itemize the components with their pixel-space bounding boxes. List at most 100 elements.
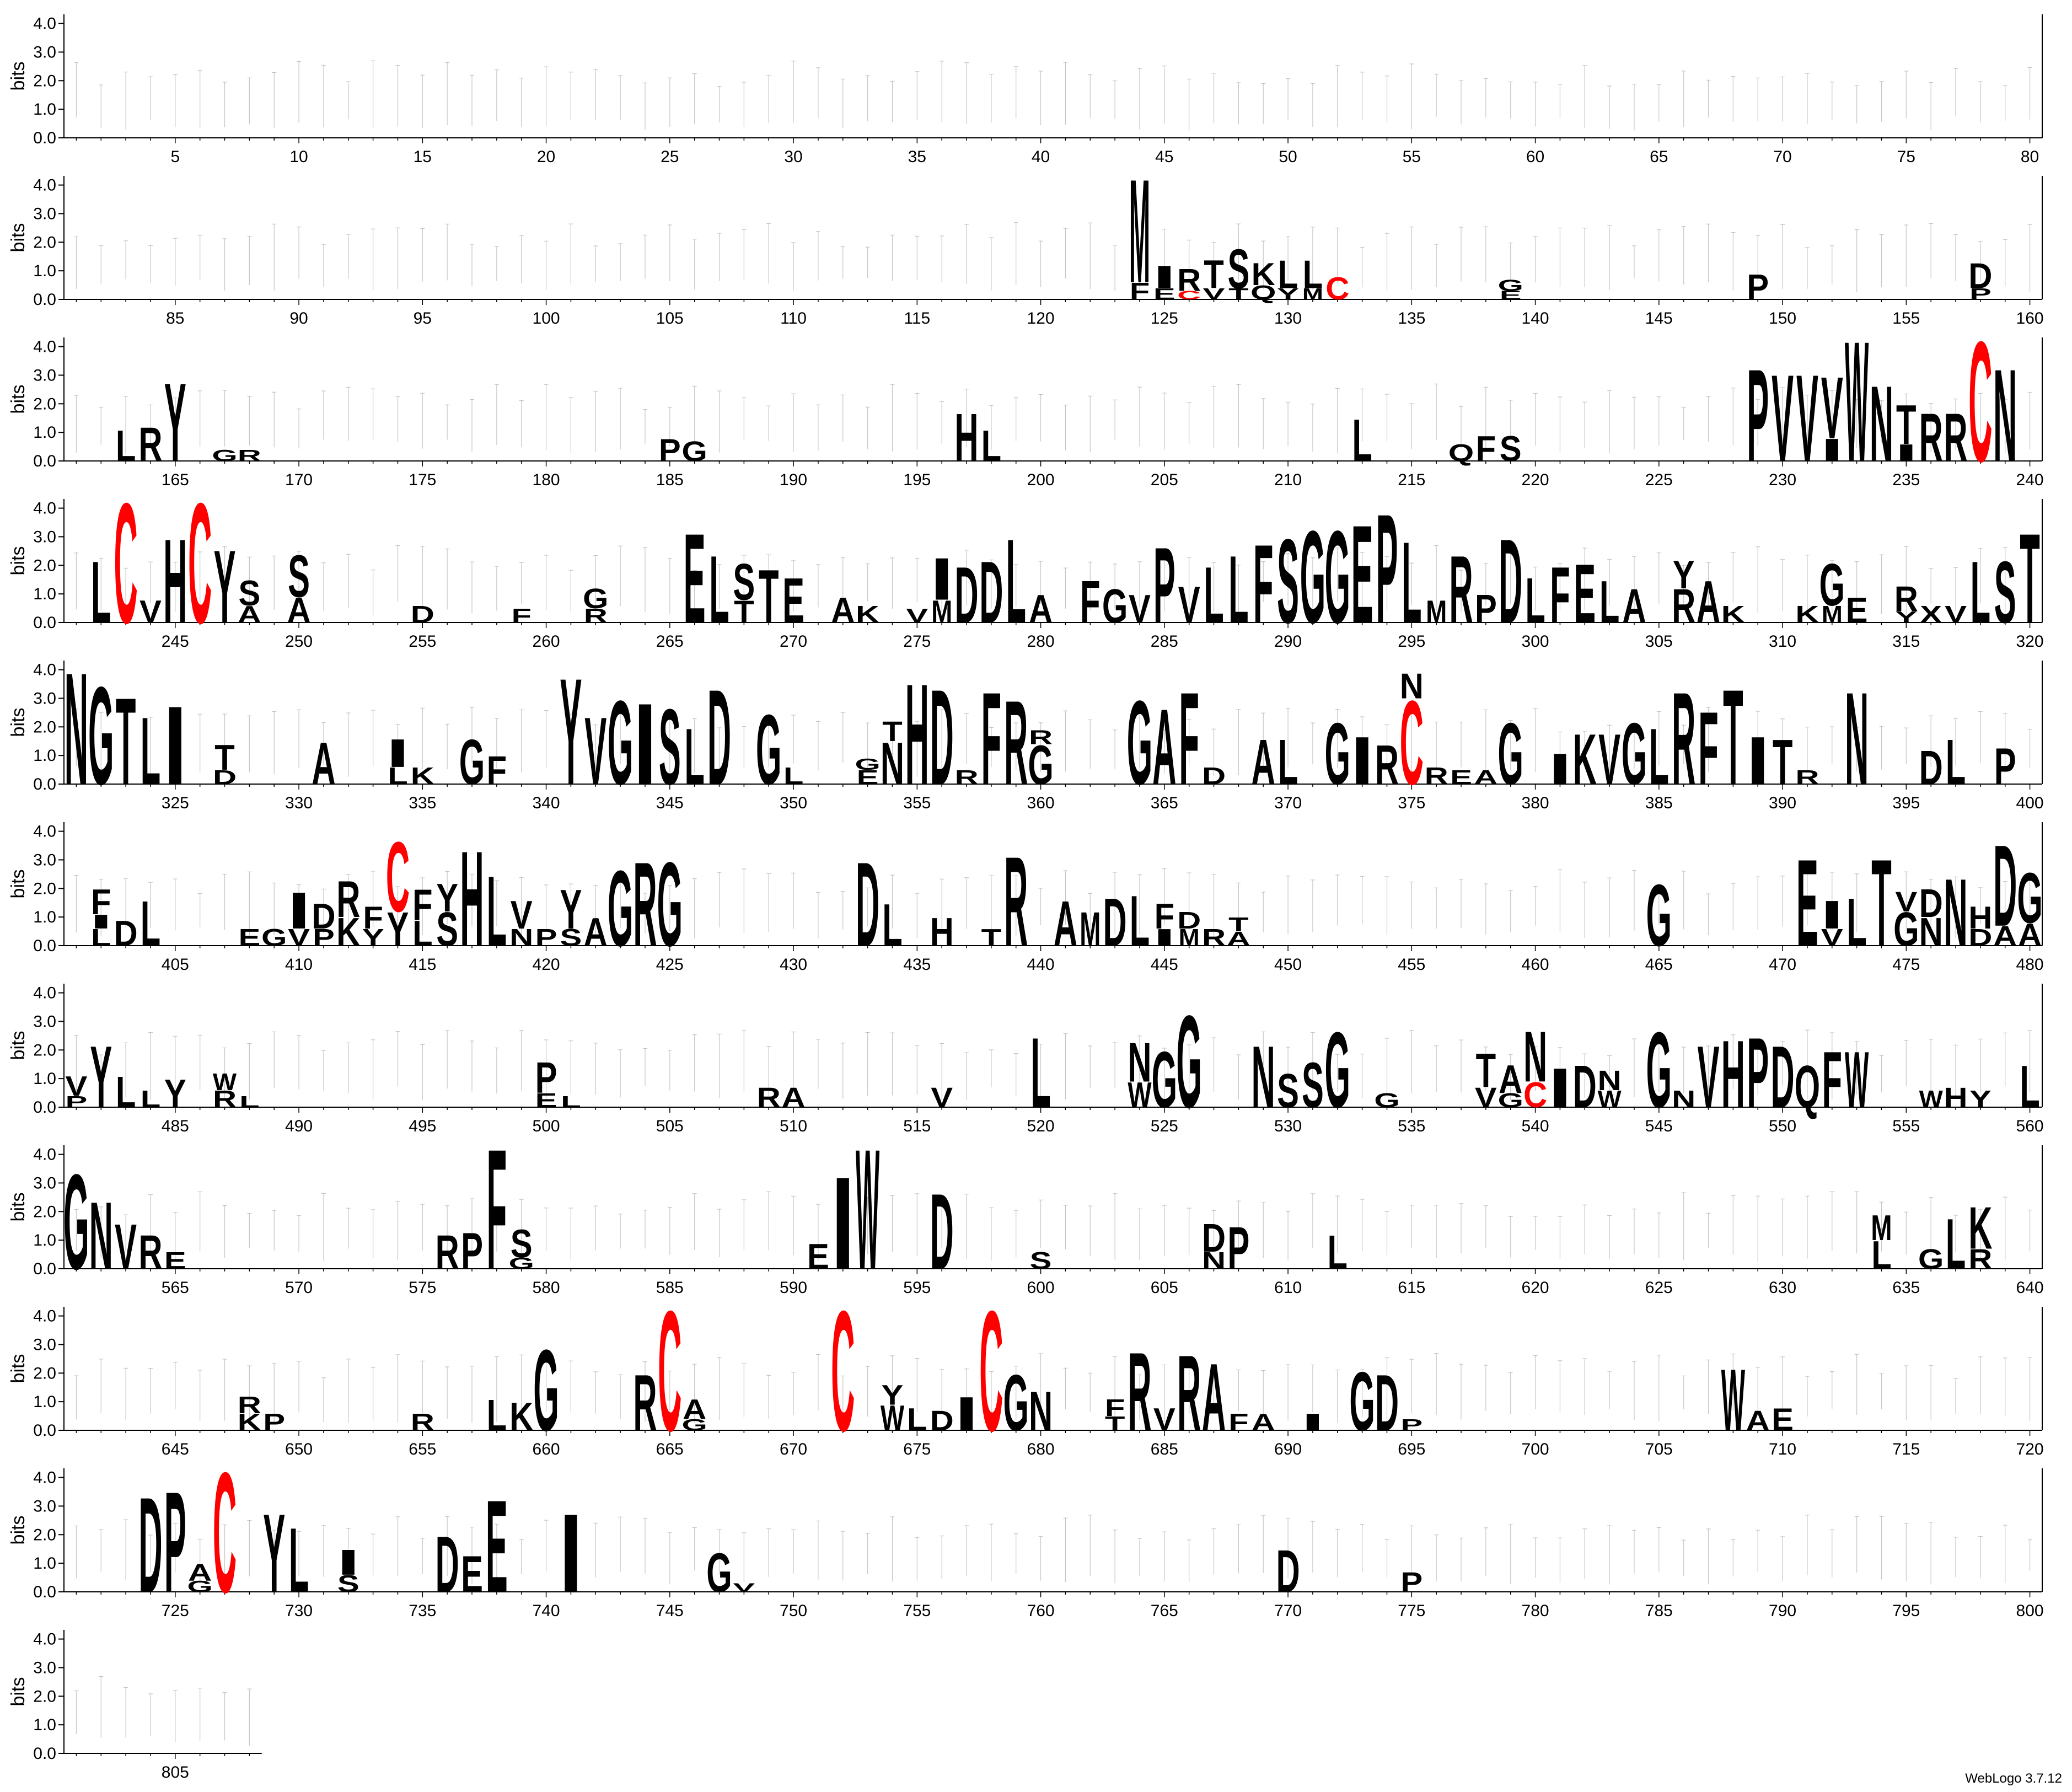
logo-letter-s: S [436,902,458,956]
x-tick-label: 375 [1398,794,1425,812]
logo-letter-l: L [561,1092,581,1110]
logo-letter-d: D [1993,820,2017,950]
logo-letter-y: Y [362,925,384,951]
x-tick-label: 545 [1645,1117,1673,1135]
logo-letter-d: D [1202,763,1226,790]
logo-letter-c: C [1325,271,1349,307]
y-tick-label: 4.0 [33,15,56,33]
logo-letter-q: Q [1250,282,1276,304]
y-tick-label: 2.0 [33,718,56,736]
logo-letter-n: N [65,641,88,819]
logo-letter-g: G [1819,551,1845,618]
logo-letter-l: L [1946,727,1966,798]
logo-letter-r: R [584,605,608,627]
logo-letter-i: I [1152,924,1176,951]
logo-letter-k: K [1573,720,1597,800]
logo-letter-v: V [1178,576,1200,634]
logo-letter-l: L [709,535,729,643]
y-tick-label: 0.0 [33,1260,56,1278]
logo-letter-y: Y [882,1380,904,1411]
x-tick-label: 705 [1645,1440,1673,1458]
weblogo-version: WebLogo 3.7.12 [1965,1771,2062,1786]
logo-letter-d: D [930,661,954,813]
x-tick-label: 445 [1151,956,1178,974]
x-tick-label: 500 [533,1117,560,1135]
logo-letter-n: N [1252,1028,1275,1126]
logo-letter-s: S [659,686,681,807]
x-tick-label: 330 [285,794,313,812]
logo-letter-g: G [1176,988,1202,1135]
logo-letter-p: P [1376,482,1398,656]
x-tick-label: 275 [903,632,931,651]
logo-letter-g: G [1918,1243,1944,1275]
logo-letter-l: L [116,1067,136,1117]
logo-letter-v: V [511,893,533,938]
y-tick-label: 2.0 [33,72,56,90]
y-axis-label: bits [8,223,29,253]
logo-letter-e: E [486,1472,508,1620]
logo-letter-d: D [979,544,1003,641]
logo-letter-e: E [1796,833,1818,972]
logo-letter-y: Y [560,648,582,817]
x-tick-label: 530 [1274,1117,1302,1135]
x-tick-label: 350 [780,794,807,812]
logo-letter-i: I [559,1491,583,1616]
x-tick-label: 400 [2016,794,2044,812]
y-axis-label: bits [8,1031,29,1060]
x-tick-label: 135 [1398,309,1425,328]
logo-letter-p: P [164,1463,186,1623]
logo-letter-l: L [1204,551,1224,640]
logo-letter-l: L [1228,535,1249,643]
logo-letter-p: P [535,1053,557,1102]
logo-letter-t: T [882,716,903,747]
logo-letter-v: V [1821,360,1843,457]
y-tick-label: 2.0 [33,556,56,575]
logo-letter-r: R [138,1225,162,1279]
x-tick-label: 710 [1769,1440,1796,1458]
x-tick-label: 285 [1151,632,1178,651]
logo-letter-f: F [412,880,433,929]
y-axis-label: bits [8,62,29,91]
x-tick-label: 470 [1769,956,1796,974]
logo-letter-d: D [1770,1028,1794,1126]
x-tick-label: 280 [1027,632,1055,651]
y-tick-label: 2.0 [33,1687,56,1705]
logo-row: 0.0 1.0 2.0 3.0 4.0 bits 805 [8,1630,262,1782]
logo-letter-l: L [1006,514,1026,648]
logo-letter-g: G [681,436,707,467]
y-tick-label: 4.0 [33,176,56,195]
logo-letter-d: D [1177,908,1201,934]
logo-letter-t: T [116,672,136,810]
x-tick-label: 485 [162,1117,189,1135]
x-tick-label: 515 [903,1117,931,1135]
logo-letter-r: R [1672,579,1695,633]
x-tick-label: 125 [1151,309,1178,328]
y-axis-label: bits [8,870,29,899]
logo-letter-e: E [1351,497,1373,653]
logo-letter-n: N [1672,1086,1695,1113]
logo-letter-s: S [1500,429,1522,469]
x-tick-label: 475 [1892,956,1920,974]
logo-letter-k: K [856,602,879,628]
logo-row: 0.0 1.0 2.0 3.0 4.0 bits 565 570 575 580 585 590 595… [8,1145,2044,1297]
logo-letter-c: C [1400,676,1424,810]
logo-letter-a: A [831,591,855,631]
logo-letter-s: S [560,925,582,951]
y-tick-label: 1.0 [33,1393,56,1411]
logo-letter-n: N [1400,666,1424,706]
logo-letter-w: W [1845,1035,1869,1124]
x-tick-label: 455 [1398,956,1425,974]
logo-letter-s: S [1277,514,1299,648]
logo-letter-a: A [1746,1405,1770,1436]
logo-letter-e: E [1574,547,1596,641]
logo-letter-v: V [65,1071,87,1102]
logo-letter-d: D [707,661,731,813]
x-tick-label: 105 [656,309,684,328]
logo-letter-g: G [1300,503,1326,651]
logo-letter-n: N [1993,341,2017,489]
logo-letter-g: G [756,694,782,806]
logo-letter-r: R [1004,830,1028,973]
logo-letter-l: L [1649,713,1670,802]
y-tick-label: 0.0 [33,937,56,955]
